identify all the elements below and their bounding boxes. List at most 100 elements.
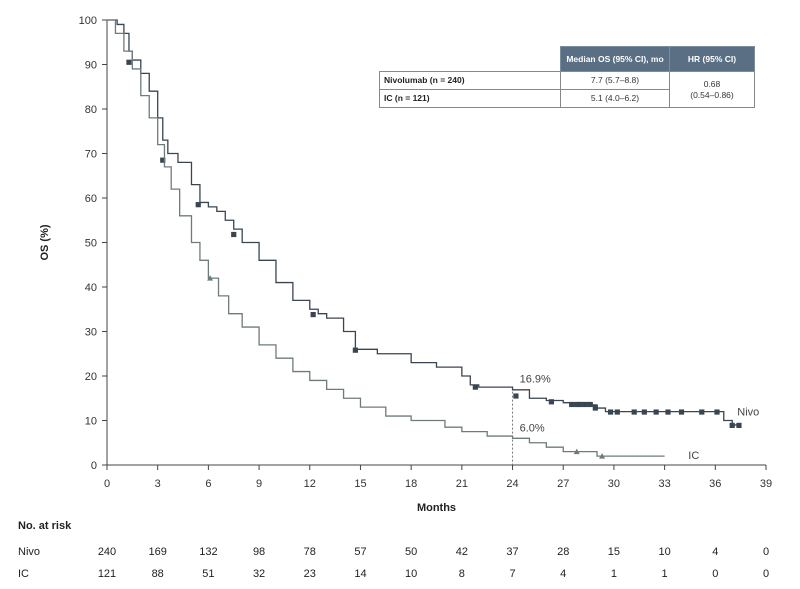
nivo-censor-mark (736, 422, 742, 428)
x-tick-label: 9 (256, 478, 262, 490)
x-tick-label: 15 (354, 478, 366, 490)
y-tick-label: 10 (85, 416, 97, 428)
at-risk-count: 0 (763, 546, 769, 558)
x-tick-label: 18 (405, 478, 417, 490)
ic-curve (107, 19, 665, 457)
nivo-censor-mark (714, 409, 720, 415)
at-risk-count: 32 (253, 568, 265, 580)
y-tick-label: 60 (85, 193, 97, 205)
at-risk-count: 50 (405, 546, 417, 558)
at-risk-count: 28 (557, 546, 569, 558)
at-risk-heading: No. at risk (18, 520, 72, 532)
at-risk-count: 169 (149, 546, 167, 558)
summary-row-nivolumab: Nivolumab (n = 240) 7.7 (5.7–8.8) 0.68 (… (379, 71, 755, 108)
summary-table: Median OS (95% CI), mo HR (95% CI) Nivol… (379, 46, 755, 108)
nivo-censor-mark (472, 384, 478, 390)
summary-header-hr: HR (95% CI) (669, 46, 755, 72)
nivo-censor-mark (614, 409, 620, 415)
at-risk-count: 4 (560, 568, 566, 580)
series-end-label: IC (688, 450, 699, 462)
at-risk-count: 14 (354, 568, 366, 580)
at-risk-count: 4 (712, 546, 718, 558)
nivo-censor-mark (582, 401, 588, 408)
at-risk-count: 8 (459, 568, 465, 580)
nivo-censor-mark (641, 409, 647, 415)
summary-hr-value: 0.68 (0.54–0.86) (669, 71, 755, 108)
at-risk-count: 78 (304, 546, 316, 558)
nivo-censor-mark (548, 399, 555, 405)
nivo-censor-mark (587, 401, 593, 408)
series-end-label: Nivo (737, 407, 759, 419)
ic-censor-mark (573, 448, 580, 455)
summary-group-label: IC (n = 121) (379, 89, 561, 108)
at-risk-count: 132 (199, 546, 217, 558)
at-risk-count: 0 (763, 568, 769, 580)
nivo-censor-mark (699, 409, 705, 415)
nivo-censor-mark (195, 202, 201, 208)
landmark-percent-label: 6.0% (520, 423, 545, 435)
summary-group-label: Nivolumab (n = 240) (379, 71, 561, 90)
annotations: 16.9% 6.0% Nivo IC (520, 374, 760, 462)
nivo-censor-mark (231, 231, 237, 238)
nivo-censor-mark (126, 59, 132, 65)
summary-header-median: Median OS (95% CI), mo (560, 46, 670, 72)
at-risk-count: 42 (456, 546, 468, 558)
at-risk-count: 10 (658, 546, 670, 558)
at-risk-count: 98 (253, 546, 265, 558)
ic-censor-mark (599, 453, 606, 459)
nivo-censor-mark (653, 409, 659, 415)
x-tick-label: 12 (304, 478, 316, 490)
x-tick-label: 30 (608, 478, 620, 490)
at-risk-count: 15 (608, 546, 620, 558)
y-tick-label: 100 (79, 15, 97, 27)
at-risk-count: 1 (611, 568, 617, 580)
y-tick-label: 30 (85, 327, 97, 339)
landmark-percent-label: 16.9% (520, 374, 551, 386)
x-axis-title: Months (417, 502, 456, 514)
x-tick-label: 0 (104, 478, 110, 490)
at-risk-count: 37 (506, 546, 518, 558)
y-tick-label: 90 (85, 60, 97, 72)
y-tick-label: 0 (91, 460, 97, 472)
nivo-censor-mark (577, 401, 583, 408)
x-tick-label: 21 (456, 478, 468, 490)
summary-header-blank (379, 46, 561, 72)
nivo-censor-mark (729, 422, 735, 428)
at-risk-table: No. at risk Nivo 240 169 132 98 78 57 50 42 37 28 1… (18, 520, 769, 580)
y-tick-label: 80 (85, 104, 97, 116)
nivo-censor-mark (592, 405, 598, 411)
nivo-censor-mark (607, 409, 614, 415)
x-tick-label: 39 (760, 478, 772, 490)
at-risk-count: 121 (98, 568, 116, 580)
nivo-censor-mark (574, 401, 580, 408)
at-risk-count: 10 (405, 568, 417, 580)
x-tick-label: 24 (506, 478, 518, 490)
survival-curves (107, 19, 742, 459)
y-tick-label: 20 (85, 371, 97, 383)
x-axis-ticks: 0 3 6 9 12 15 18 21 24 27 30 33 36 39 (104, 465, 772, 490)
nivo-censor-mark (569, 401, 575, 408)
nivo-censor-mark (678, 409, 685, 415)
x-tick-label: 33 (658, 478, 670, 490)
nivo-curve (107, 19, 741, 426)
summary-median-value: 7.7 (5.7–8.8) (560, 71, 670, 90)
nivo-censor-mark (631, 409, 637, 415)
ic-censor-mark (207, 275, 214, 281)
y-axis-title: OS (%) (39, 224, 51, 260)
at-risk-count: 0 (712, 568, 718, 580)
at-risk-row-label: Nivo (18, 546, 40, 558)
summary-median-value: 5.1 (4.0–6.2) (560, 89, 670, 108)
at-risk-count: 7 (509, 568, 515, 580)
nivo-censor-mark (160, 157, 166, 163)
at-risk-count: 51 (202, 568, 214, 580)
nivo-censor-mark (513, 393, 519, 399)
at-risk-count: 1 (662, 568, 668, 580)
nivo-censor-mark (310, 311, 316, 318)
at-risk-count: 57 (354, 546, 366, 558)
x-tick-label: 6 (205, 478, 211, 490)
y-tick-label: 50 (85, 238, 97, 250)
at-risk-count: 240 (98, 546, 116, 558)
at-risk-count: 88 (152, 568, 164, 580)
x-tick-label: 36 (709, 478, 721, 490)
